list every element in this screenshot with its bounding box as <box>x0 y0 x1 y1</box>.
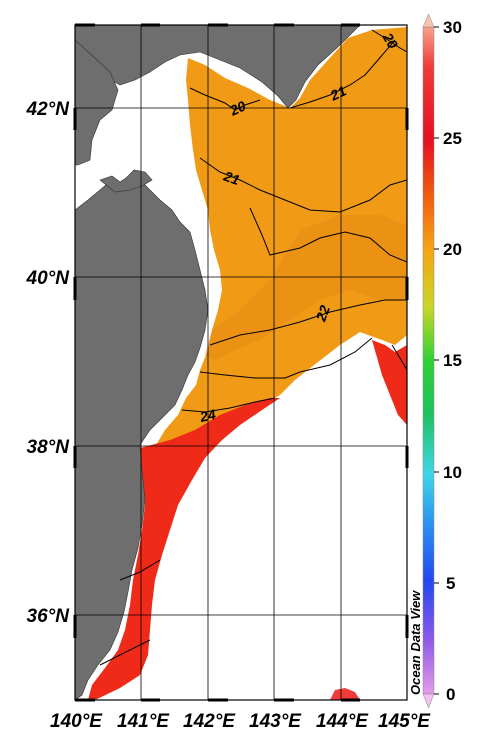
contour-label-22: 22 <box>312 303 333 324</box>
lon-label-143: 143°E <box>249 711 302 732</box>
contour-20-west <box>189 87 261 111</box>
lon-label-141: 141°E <box>117 711 170 732</box>
lon-label-142: 142°E <box>183 711 236 732</box>
longitude-labels: 140°E 141°E 142°E 143°E 144°E 145°E <box>50 711 431 732</box>
lon-label-145: 145°E <box>378 711 431 732</box>
contour-label-21: 21 <box>221 167 242 188</box>
contour-east <box>391 344 407 371</box>
colorbar-label-10: 10 <box>443 463 462 482</box>
lat-label-42: 42°N <box>26 99 71 120</box>
colorbar: 30 25 20 15 10 5 0 <box>422 13 462 709</box>
contour-label-21-north: 21 <box>327 82 349 104</box>
colorbar-bottom-cap <box>422 693 435 709</box>
hot-water-east <box>372 340 407 425</box>
lon-label-144: 144°E <box>316 711 369 732</box>
lat-label-40: 40°N <box>26 268 71 289</box>
lat-label-38: 38°N <box>27 437 71 458</box>
colorbar-top-cap <box>422 13 435 28</box>
hot-water-south-patch <box>330 688 360 700</box>
contour-22 <box>209 299 407 346</box>
hot-water-region <box>88 398 280 700</box>
colorbar-label-20: 20 <box>443 240 462 259</box>
odv-watermark: Ocean Data View <box>408 590 423 695</box>
contour-23 <box>199 337 373 379</box>
colorbar-label-30: 30 <box>443 18 462 37</box>
colorbar-scale <box>422 26 435 695</box>
map-frame <box>74 24 408 701</box>
lat-label-36: 36°N <box>27 606 71 627</box>
latitude-labels: 42°N 40°N 38°N 36°N <box>26 99 71 627</box>
colorbar-ticks <box>434 26 439 695</box>
warm-water-region <box>140 27 407 470</box>
colorbar-label-5: 5 <box>446 574 455 593</box>
land-shimokita <box>99 169 153 193</box>
colorbar-label-15: 15 <box>443 351 462 370</box>
graticule <box>75 25 407 700</box>
contour-21b <box>249 207 407 263</box>
warm-water-shade <box>205 215 407 360</box>
contour-label-20-east: 20 <box>379 29 401 52</box>
contour-24 <box>181 397 276 413</box>
contour-lines <box>99 29 407 666</box>
contour-26-south <box>99 639 151 666</box>
lon-label-140: 140°E <box>50 711 103 732</box>
contour-25-south <box>119 559 161 581</box>
frame-ticks <box>73 23 409 702</box>
colorbar-label-0: 0 <box>446 685 455 704</box>
contour-label-24: 24 <box>198 406 218 425</box>
land-hokkaido-west <box>75 39 119 166</box>
contour-21 <box>199 157 407 213</box>
colorbar-label-25: 25 <box>443 129 462 148</box>
contour-21-north <box>289 39 396 109</box>
